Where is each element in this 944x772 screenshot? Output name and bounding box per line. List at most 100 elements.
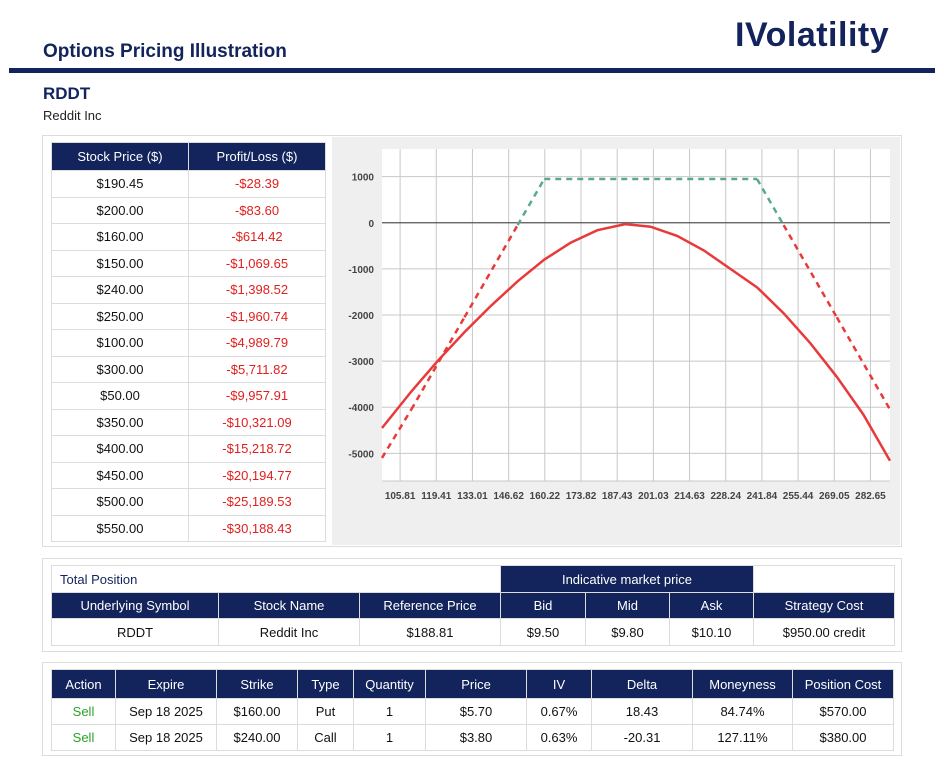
total-position-table: Total Position Indicative market price U… xyxy=(51,565,895,646)
expiry-payoff-segment xyxy=(410,316,466,411)
leg-cell: $5.70 xyxy=(425,698,527,725)
leg-column-header: Price xyxy=(425,669,527,699)
table-row: $550.00 -$30,188.43 xyxy=(51,514,326,542)
symbol-ticker: RDDT xyxy=(43,84,91,103)
x-tick-label: 160.22 xyxy=(530,491,561,502)
y-tick-label: -4000 xyxy=(348,403,374,414)
leg-column-header: Action xyxy=(51,669,116,699)
stock-price-cell: $240.00 xyxy=(51,276,189,304)
x-tick-label: 269.05 xyxy=(819,491,850,502)
position-cell: $9.80 xyxy=(585,618,670,646)
expiry-payoff-segment xyxy=(380,408,413,459)
x-tick-label: 241.84 xyxy=(747,491,778,502)
y-tick-label: 0 xyxy=(368,219,374,230)
leg-cell: $570.00 xyxy=(792,698,894,725)
leg-cell: -20.31 xyxy=(591,724,693,751)
leg-column-header: IV xyxy=(526,669,592,699)
market-price-header: Indicative market price xyxy=(500,565,754,593)
stock-price-cell: $400.00 xyxy=(51,435,189,463)
position-column-header: Stock Name xyxy=(218,592,360,619)
y-tick-label: -2000 xyxy=(348,311,374,322)
profit-loss-panel: Stock Price ($) Profit/Loss ($) $190.45-… xyxy=(42,135,902,547)
x-tick-label: 105.81 xyxy=(385,491,416,502)
current-payoff-line xyxy=(381,222,892,462)
stock-price-cell: $190.45 xyxy=(51,170,189,198)
table-row: $450.00 -$20,194.77 xyxy=(51,461,326,489)
table-row: $160.00 -$614.42 xyxy=(51,223,326,251)
table-row: $50.00 -$9,957.91 xyxy=(51,382,326,410)
leg-action-cell: Sell xyxy=(51,698,116,725)
total-position-label: Total Position xyxy=(51,565,501,593)
x-tick-label: 214.63 xyxy=(674,491,705,502)
leg-column-header: Position Cost xyxy=(792,669,894,699)
x-tick-label: 255.44 xyxy=(783,491,814,502)
x-tick-label: 133.01 xyxy=(457,491,488,502)
profit-loss-cell: -$5,711.82 xyxy=(188,355,326,383)
profit-loss-cell: -$15,218.72 xyxy=(188,435,326,463)
table-row: $350.00 -$10,321.09 xyxy=(51,408,326,436)
y-tick-label: 1000 xyxy=(352,173,375,184)
stock-price-cell: $160.00 xyxy=(51,223,189,251)
total-position-panel: Total Position Indicative market price U… xyxy=(42,558,902,652)
position-column-header: Bid xyxy=(500,592,586,619)
leg-cell: 1 xyxy=(353,724,426,751)
leg-cell: 1 xyxy=(353,698,426,725)
stock-price-cell: $300.00 xyxy=(51,355,189,383)
profit-loss-cell: -$1,960.74 xyxy=(188,302,326,330)
table-row: $150.00 -$1,069.65 xyxy=(51,249,326,277)
profit-loss-cell: -$28.39 xyxy=(188,170,326,198)
x-tick-label: 146.62 xyxy=(493,491,524,502)
position-column-header: Underlying Symbol xyxy=(51,592,219,619)
expiry-payoff-segment xyxy=(516,178,546,226)
profit-loss-cell: -$4,989.79 xyxy=(188,329,326,357)
expiry-payoff-segment xyxy=(755,178,785,226)
payoff-chart: 105.81 119.41 133.01 146.62 160.22 173.82 187.… xyxy=(332,137,900,545)
y-tick-label: -3000 xyxy=(348,357,374,368)
leg-cell: Sep 18 2025 xyxy=(115,698,217,725)
stock-price-cell: $550.00 xyxy=(51,514,189,542)
option-legs-body: Sell Sep 18 2025 $160.00 Put 1 $5.70 0.67% 18.4… xyxy=(51,698,894,751)
total-position-header-row: Underlying Symbol Stock Name Reference Pri… xyxy=(51,592,895,619)
leg-column-header: Moneyness xyxy=(692,669,793,699)
position-cell: $188.81 xyxy=(359,618,501,646)
profit-loss-body: $190.45 -$28.39 $200.00 -$83.60 $160.00 -$614… xyxy=(51,170,326,542)
table-row: Sell Sep 18 2025 $240.00 Call 1 $3.80 0.63% -20… xyxy=(51,724,894,751)
leg-cell: $3.80 xyxy=(425,724,527,751)
profit-loss-cell: -$1,069.65 xyxy=(188,249,326,277)
position-cell: $9.50 xyxy=(500,618,586,646)
x-tick-label: 201.03 xyxy=(638,491,669,502)
table-row: $300.00 -$5,711.82 xyxy=(51,355,326,383)
symbol-name: Reddit Inc xyxy=(43,108,102,123)
leg-cell: Call xyxy=(297,724,354,751)
table-row: $250.00 -$1,960.74 xyxy=(51,302,326,330)
profit-loss-cell: -$20,194.77 xyxy=(188,461,326,489)
profit-loss-cell: -$83.60 xyxy=(188,196,326,224)
empty-cell xyxy=(753,565,895,593)
stock-price-cell: $500.00 xyxy=(51,488,189,516)
leg-cell: 0.67% xyxy=(526,698,592,725)
stock-price-cell: $100.00 xyxy=(51,329,189,357)
stock-price-cell: $250.00 xyxy=(51,302,189,330)
profit-loss-cell: -$10,321.09 xyxy=(188,408,326,436)
position-cell: $10.10 xyxy=(669,618,754,646)
y-tick-label: -5000 xyxy=(348,449,374,460)
leg-cell: 0.63% xyxy=(526,724,592,751)
leg-column-header: Quantity xyxy=(353,669,426,699)
expiry-payoff-segment xyxy=(835,316,892,411)
leg-column-header: Expire xyxy=(115,669,217,699)
stock-price-cell: $350.00 xyxy=(51,408,189,436)
position-column-header: Mid xyxy=(585,592,670,619)
option-legs-table: Action Expire Strike Type Quantity Price IV Del… xyxy=(51,669,894,751)
x-tick-label: 282.65 xyxy=(855,491,886,502)
profit-loss-cell: -$25,189.53 xyxy=(188,488,326,516)
table-row: $190.45 -$28.39 xyxy=(51,170,326,198)
profit-loss-cell: -$30,188.43 xyxy=(188,514,326,542)
x-tick-label: 119.41 xyxy=(421,491,451,502)
option-legs-header-row: Action Expire Strike Type Quantity Price IV Del… xyxy=(51,669,894,699)
profit-loss-header: Profit/Loss ($) xyxy=(188,142,326,171)
leg-column-header: Type xyxy=(297,669,354,699)
expiry-payoff-segment xyxy=(463,224,519,318)
stock-price-header: Stock Price ($) xyxy=(51,142,189,171)
profit-loss-cell: -$614.42 xyxy=(188,223,326,251)
total-position-row: RDDT Reddit Inc $188.81 $9.50 $9.80 $10.10 $95… xyxy=(51,618,895,646)
